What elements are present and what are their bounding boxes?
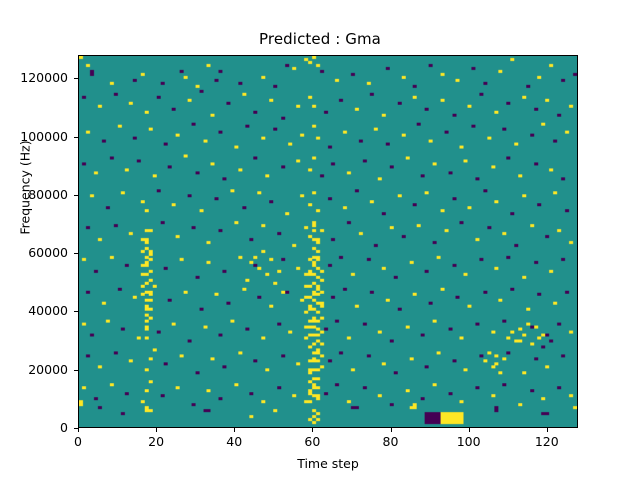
x-tick-mark (468, 428, 470, 432)
x-tick-label: 100 (456, 434, 481, 449)
x-tick-label: 120 (534, 434, 559, 449)
y-tick-mark (74, 311, 78, 313)
x-tick-label: 20 (148, 434, 165, 449)
y-tick-label: 40000 (28, 303, 68, 319)
x-axis-label: Time step (297, 456, 359, 471)
y-tick-mark (74, 369, 78, 371)
chart-title: Predicted : Gma (259, 30, 381, 48)
x-tick-label: 0 (74, 434, 82, 449)
y-tick-label: 120000 (20, 70, 68, 86)
y-tick-label: 0 (60, 420, 68, 435)
y-tick-mark (74, 253, 78, 255)
x-tick-mark (156, 428, 158, 432)
x-tick-mark (390, 428, 392, 432)
x-tick-label: 40 (226, 434, 243, 449)
x-tick-label: 60 (304, 434, 321, 449)
heatmap-image (79, 56, 577, 427)
x-tick-mark (234, 428, 236, 432)
y-tick-label: 100000 (20, 128, 68, 144)
x-tick-mark (312, 428, 314, 432)
x-tick-label: 80 (382, 434, 399, 449)
y-tick-label: 80000 (28, 186, 68, 202)
x-tick-mark (78, 428, 79, 432)
y-tick-mark (74, 78, 78, 80)
x-tick-mark (546, 428, 548, 432)
y-tick-label: 60000 (28, 245, 68, 261)
y-tick-mark (74, 428, 78, 429)
y-tick-mark (74, 136, 78, 138)
y-tick-mark (74, 194, 78, 196)
y-tick-label: 20000 (28, 361, 68, 377)
heatmap-axes (78, 55, 578, 428)
